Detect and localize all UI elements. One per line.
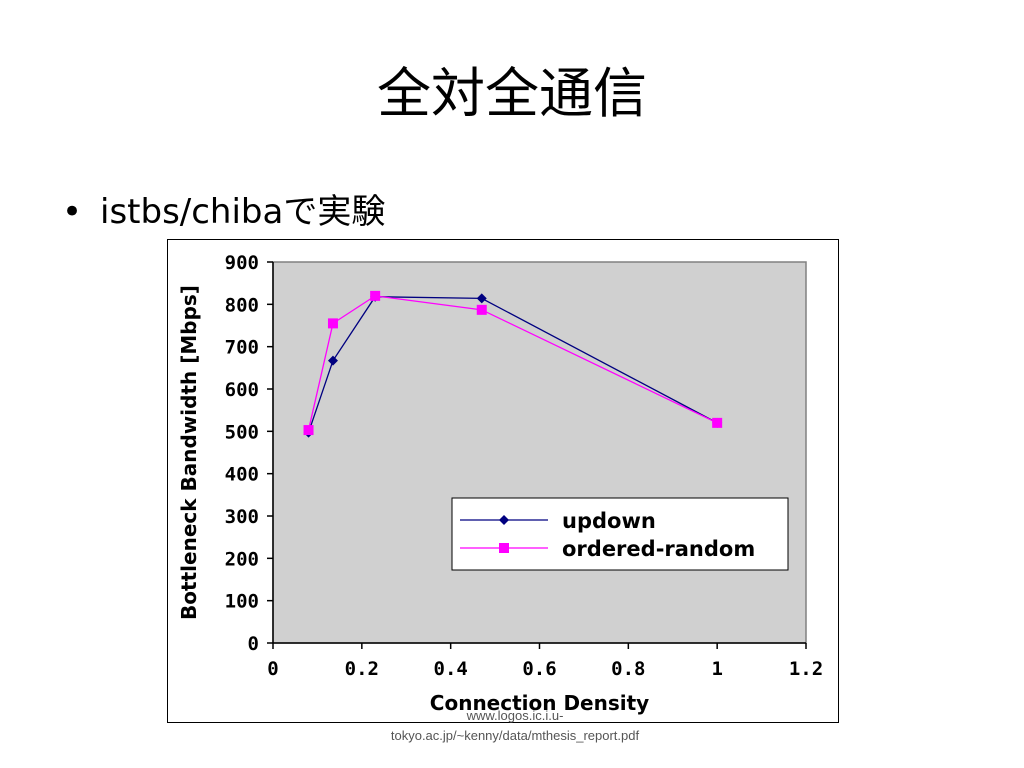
y-tick-label: 800 (225, 294, 259, 316)
bullet-text: istbs/chibaで実験 (100, 192, 386, 232)
plot-area (272, 261, 807, 644)
data-point-ordered-random (712, 417, 723, 428)
source-note: www.logos.ic.i.u-tokyo.ac.jp/~kenny/data… (390, 708, 640, 743)
legend-item: ordered-random (460, 537, 755, 561)
legend-item: updown (460, 509, 656, 533)
x-tick-label: 0.4 (434, 658, 468, 680)
y-tick-label: 700 (225, 337, 259, 359)
legend-label: updown (562, 509, 656, 533)
bullet-item: • istbs/chibaで実験 (62, 190, 385, 234)
slide-title: 全対全通信 (377, 62, 647, 125)
y-tick-label: 200 (225, 548, 259, 570)
y-tick-label: 0 (248, 633, 259, 655)
legend-label: ordered-random (562, 537, 755, 561)
data-point-updown (327, 355, 338, 366)
series-layer (303, 290, 723, 438)
x-tick-label: 1 (711, 658, 722, 680)
legend: updown ordered-random (451, 497, 789, 571)
y-tick-label: 500 (225, 421, 259, 443)
x-tick-label: 0 (267, 658, 278, 680)
data-point-updown (476, 293, 487, 304)
x-axis-title: Connection Density (430, 691, 649, 715)
y-tick-label: 300 (225, 506, 259, 528)
y-tick-label: 100 (225, 591, 259, 613)
x-axis: 0 0.2 0.4 0.6 0.8 1 1.2 (267, 642, 823, 680)
legend-marker-square (499, 543, 509, 553)
x-tick-label: 0.2 (345, 658, 379, 680)
x-tick-label: 1.2 (789, 658, 823, 680)
y-tick-label: 400 (225, 464, 259, 486)
data-point-ordered-random (303, 425, 314, 436)
x-tick-label: 0.8 (611, 658, 645, 680)
legend-box (451, 497, 789, 571)
y-tick-label: 900 (225, 252, 259, 274)
y-tick-label: 600 (225, 379, 259, 401)
bullet-dot-icon: • (62, 192, 83, 232)
y-axis: 0 100 200 300 400 500 600 700 800 900 (225, 252, 274, 655)
y-axis-title: Bottleneck Bandwidth [Mbps] (177, 285, 201, 620)
data-point-ordered-random (370, 290, 381, 301)
legend-marker-diamond (499, 515, 509, 525)
data-point-ordered-random (327, 318, 338, 329)
chart-frame: 0 100 200 300 400 500 600 700 800 900 0 0.2 0.4 0.6 0… (167, 239, 839, 723)
series-ordered-random (303, 290, 723, 436)
data-point-ordered-random (476, 304, 487, 315)
x-tick-label: 0.6 (522, 658, 556, 680)
